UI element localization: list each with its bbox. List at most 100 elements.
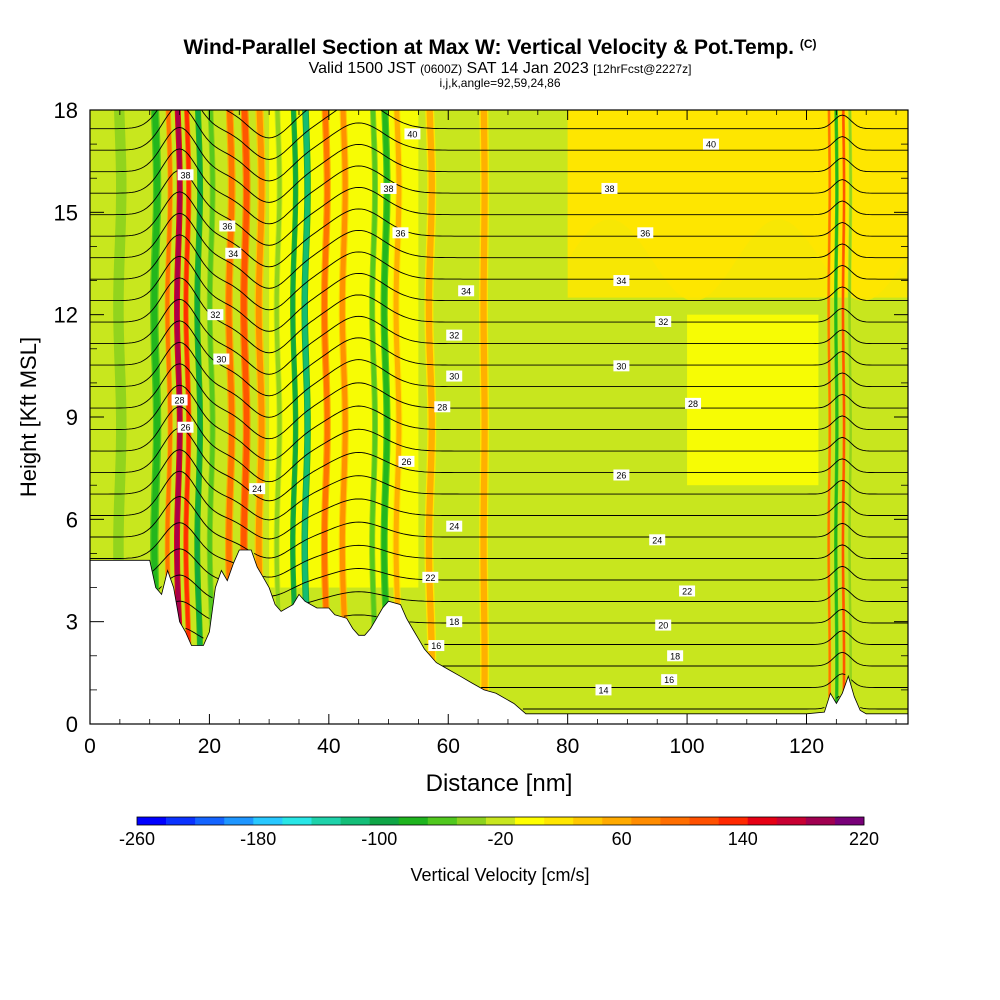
contour-label: 18 [446, 616, 463, 628]
colorbar-swatch [311, 817, 341, 825]
x-tick-label: 0 [84, 735, 96, 758]
isentrope [90, 427, 908, 502]
contour-label: 28 [171, 394, 188, 406]
colorbar-swatch [253, 817, 283, 825]
x-tick-label: 120 [789, 735, 824, 758]
contour-label-bg [613, 469, 630, 481]
contour-label: 26 [613, 469, 630, 481]
isentrope [158, 574, 908, 604]
velocity-band-core [302, 110, 310, 724]
colorbar-swatch [166, 817, 196, 825]
velocity-band-core [480, 110, 488, 724]
colorbar-swatch [282, 817, 312, 825]
x-tick-label: 100 [670, 735, 705, 758]
contour-label-text: 36 [395, 228, 405, 238]
field-patch [567, 110, 908, 301]
velocity-band-core [381, 110, 390, 724]
x-tick-label: 20 [198, 735, 221, 758]
contour-label-text: 30 [449, 372, 459, 382]
contour-label-bg [380, 182, 397, 194]
contour-label-bg [685, 397, 702, 409]
isentrope [90, 406, 908, 483]
contour-label: 38 [380, 182, 397, 194]
contour-label: 22 [679, 585, 696, 597]
contour-label-text: 34 [228, 249, 238, 259]
isentrope [442, 651, 908, 667]
isentrope [185, 627, 908, 645]
isentrope [90, 363, 908, 440]
isentrope [90, 255, 908, 332]
contour-label-bg [613, 275, 630, 287]
terrain [90, 549, 908, 724]
contour-label: 14 [595, 684, 612, 696]
contour-label-text: 16 [431, 641, 441, 651]
contour-label-bg [392, 227, 409, 239]
contour-label-bg [661, 674, 678, 686]
contour-label: 32 [655, 315, 672, 327]
contour-label-text: 32 [210, 310, 220, 320]
contour-label-text: 40 [706, 140, 716, 150]
colorbar-tick-label: 140 [728, 829, 758, 849]
contour-label-bg [404, 128, 421, 140]
contour-label: 40 [702, 138, 719, 150]
isentrope [90, 470, 908, 540]
colorbar-swatch [340, 817, 370, 825]
contour-label-text: 26 [616, 470, 626, 480]
velocity-band-core [425, 110, 435, 724]
velocity-band-core [226, 110, 235, 724]
contour-label: 36 [219, 220, 236, 232]
contour-label: 30 [213, 353, 230, 365]
colorbar-tick-label: 220 [849, 829, 879, 849]
colorbar-swatch [137, 817, 167, 825]
isentrope [90, 496, 908, 559]
isentrope [522, 695, 908, 710]
y-axis-label: Height [Kft MSL] [16, 337, 41, 497]
contour-label-bg [595, 684, 612, 696]
contour-label-text: 24 [652, 535, 662, 545]
contour-label-text: 18 [449, 617, 459, 627]
isentrope [90, 320, 908, 397]
contour-label: 26 [398, 455, 415, 467]
isentrope [90, 212, 908, 289]
contour-label-text: 24 [252, 484, 262, 494]
colorbar-swatch [573, 817, 603, 825]
colorbar-tick-label: -260 [119, 829, 155, 849]
contour-label-text: 32 [449, 331, 459, 341]
velocity-band-core [274, 110, 282, 724]
y-tick-label: 18 [54, 98, 78, 123]
contour-label-bg [458, 285, 475, 297]
colorbar-tick-label: -100 [361, 829, 397, 849]
x-tick-label: 80 [556, 735, 579, 758]
contour-label-bg [601, 182, 618, 194]
contour-label: 38 [177, 169, 194, 181]
contour-label-text: 32 [658, 317, 668, 327]
contour-label: 18 [667, 650, 684, 662]
velocity-band-core [174, 110, 182, 724]
isentrope [90, 110, 908, 182]
chart-title: Wind-Parallel Section at Max W: Vertical… [183, 36, 817, 59]
isentrope [481, 673, 908, 688]
contour-label-text: 38 [181, 170, 191, 180]
contour-label-bg [446, 329, 463, 341]
contour-label: 34 [225, 247, 242, 259]
contour-label-bg [655, 315, 672, 327]
x-tick-label: 60 [437, 735, 460, 758]
contour-label-bg [702, 138, 719, 150]
velocity-band-core [207, 110, 215, 724]
y-tick-label: 3 [66, 610, 78, 635]
contour-label: 30 [446, 370, 463, 382]
contour-label-bg [679, 585, 696, 597]
isentrope [90, 384, 908, 461]
contour-label-bg [667, 650, 684, 662]
contour-label-text: 30 [216, 355, 226, 365]
contour-label: 40 [404, 128, 421, 140]
contour-label-text: 36 [640, 228, 650, 238]
contour-label-text: 38 [384, 184, 394, 194]
y-tick-label: 0 [66, 712, 78, 737]
contour-labels: 14 16 16 18 18 20 22 22 24 24 24 26 26 26 28 28 28 30 30 30… [171, 128, 719, 696]
isentrope [90, 234, 908, 311]
contour-label-bg [655, 619, 672, 631]
contour-label-bg [446, 520, 463, 532]
contour-label-text: 34 [616, 276, 626, 286]
